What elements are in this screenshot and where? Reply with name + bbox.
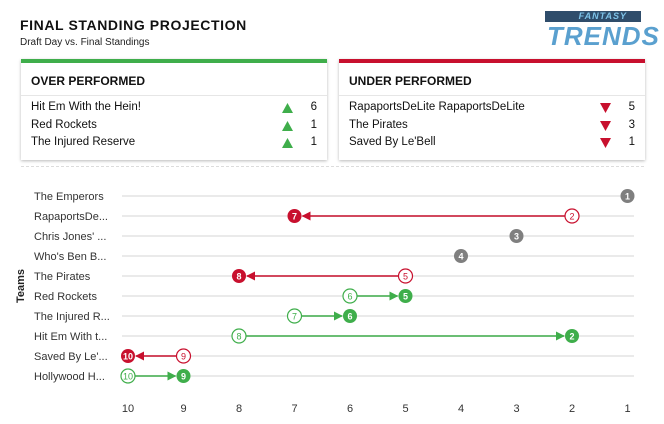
final-marker-label: 3 — [514, 232, 519, 242]
under-performed-card: UNDER PERFORMED RapaportsDeLite Rapaport… — [339, 59, 645, 160]
up-arrow-icon — [282, 103, 293, 116]
final-marker — [454, 249, 468, 263]
final-marker-label: 8 — [236, 272, 241, 282]
places-gained: 1 — [310, 119, 317, 131]
team-name: The Pirates — [349, 119, 408, 131]
logo-small-text: FANTASY — [578, 11, 627, 21]
final-marker-label: 6 — [347, 312, 352, 322]
places-lost: 3 — [628, 119, 635, 131]
draft-marker — [120, 368, 136, 384]
section-divider — [21, 166, 644, 167]
final-marker — [343, 309, 357, 323]
final-marker — [620, 189, 635, 203]
over-row: Red Rockets 1 — [31, 119, 317, 136]
over-row: The Injured Reserve 1 — [31, 136, 317, 153]
final-marker — [565, 329, 579, 343]
page-title: FINAL STANDING PROJECTION — [20, 17, 247, 33]
places-lost: 5 — [628, 101, 635, 113]
final-marker-label: 7 — [292, 212, 297, 222]
draft-marker-label: 8 — [236, 332, 241, 342]
standings-dumbbell-chart: Teams The Emperors RapaportsDe... Chris Jon… — [15, 189, 635, 415]
logo-big-text: TRENDS — [547, 21, 660, 51]
x-tick-label: 10 — [122, 403, 134, 415]
under-performed-title: UNDER PERFORMED — [349, 74, 472, 88]
final-marker — [232, 269, 246, 283]
final-marker — [287, 209, 302, 223]
team-name: Hit Em With the Hein! — [31, 101, 141, 113]
draft-marker — [397, 268, 414, 284]
x-tick-label: 6 — [347, 403, 353, 415]
x-tick-label: 1 — [624, 403, 630, 415]
draft-marker-label: 5 — [403, 272, 408, 282]
draft-marker-label: 10 — [123, 372, 133, 382]
x-tick-label: 2 — [569, 403, 575, 415]
final-marker — [121, 349, 135, 363]
card-divider — [21, 95, 327, 96]
team-label: Hit Em With t... — [34, 331, 107, 343]
page-subtitle: Draft Day vs. Final Standings — [20, 37, 150, 48]
x-tick-label: 8 — [236, 403, 242, 415]
team-label: Hollywood H... — [34, 371, 105, 383]
team-name: Red Rockets — [31, 119, 97, 131]
fantasy-trends-logo: FANTASY TRENDS — [543, 11, 659, 53]
up-arrow-icon — [282, 121, 293, 134]
final-marker — [398, 289, 413, 303]
team-label: Who's Ben B... — [34, 251, 106, 263]
x-tick-label: 4 — [458, 403, 464, 415]
y-axis-label: Teams — [15, 269, 27, 303]
final-marker-label: 1 — [625, 192, 630, 202]
final-marker-label: 10 — [123, 352, 133, 362]
under-row: RapaportsDeLite RapaportsDeLite 5 — [349, 101, 635, 118]
draft-marker-label: 6 — [347, 292, 352, 302]
team-name: The Injured Reserve — [31, 136, 136, 148]
x-tick-label: 3 — [513, 403, 519, 415]
places-lost: 1 — [628, 136, 635, 148]
team-name: RapaportsDeLite RapaportsDeLite — [349, 101, 525, 113]
x-tick-label: 5 — [402, 403, 408, 415]
team-name: Saved By Le'Bell — [349, 136, 436, 148]
team-label: Chris Jones' ... — [34, 231, 106, 243]
logo-band — [545, 11, 641, 22]
draft-marker — [231, 328, 247, 344]
team-label: RapaportsDe... — [34, 211, 108, 223]
team-label: The Pirates — [34, 271, 91, 283]
draft-marker — [342, 288, 358, 304]
down-arrow-icon — [600, 103, 611, 116]
final-marker — [509, 229, 524, 243]
down-arrow-icon — [600, 138, 611, 151]
card-divider — [339, 95, 645, 96]
x-tick-label: 9 — [180, 403, 186, 415]
down-arrow-icon — [600, 121, 611, 134]
over-performed-title: OVER PERFORMED — [31, 74, 146, 88]
over-performed-card: OVER PERFORMED Hit Em With the Hein! 6 R… — [21, 59, 327, 160]
under-row: Saved By Le'Bell 1 — [349, 136, 635, 153]
x-tick-label: 7 — [291, 403, 297, 415]
draft-marker — [286, 308, 303, 324]
under-row: The Pirates 3 — [349, 119, 635, 136]
draft-marker — [564, 208, 580, 224]
team-label: The Emperors — [34, 191, 104, 203]
final-marker-label: 9 — [181, 372, 186, 382]
draft-marker — [175, 348, 192, 364]
over-row: Hit Em With the Hein! 6 — [31, 101, 317, 118]
draft-marker-label: 7 — [292, 312, 297, 322]
team-label: Red Rockets — [34, 291, 97, 303]
places-gained: 1 — [310, 136, 317, 148]
team-label: Saved By Le'... — [34, 351, 108, 363]
final-marker-label: 5 — [403, 292, 408, 302]
final-marker — [176, 369, 191, 383]
final-marker-label: 4 — [458, 252, 463, 262]
places-gained: 6 — [310, 101, 317, 113]
draft-marker-label: 9 — [181, 352, 186, 362]
team-label: The Injured R... — [34, 311, 110, 323]
draft-marker-label: 2 — [569, 212, 574, 222]
final-marker-label: 2 — [569, 332, 574, 342]
up-arrow-icon — [282, 138, 293, 151]
